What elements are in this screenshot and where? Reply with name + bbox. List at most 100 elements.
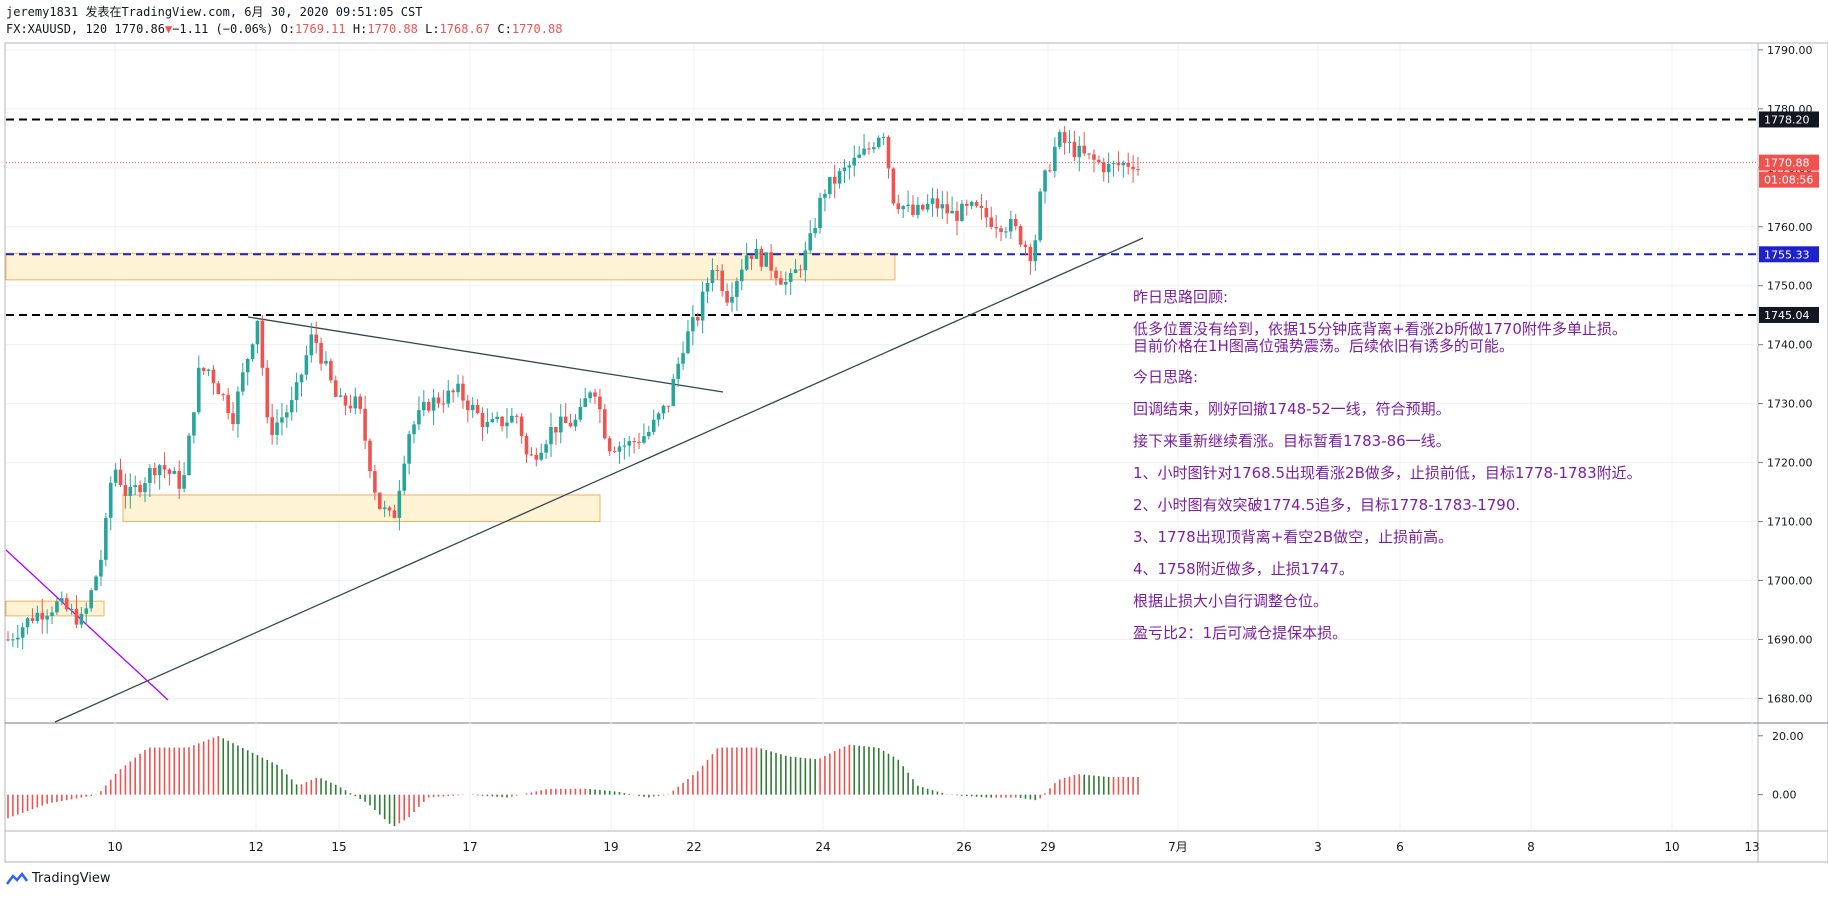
candle-body	[642, 436, 646, 443]
price-label: 1745.04	[1764, 309, 1810, 322]
tradingview-footer[interactable]: TradingView	[6, 871, 111, 886]
price-label-bg	[1759, 154, 1819, 171]
candle-body	[358, 396, 363, 409]
candle-body	[588, 392, 592, 399]
candle-body	[260, 320, 265, 368]
candle-body	[999, 228, 1003, 233]
annotation-review-title: 昨日思路回顾:	[1133, 288, 1229, 306]
osc-tick-label: 0.00	[1772, 789, 1797, 802]
candle-body	[808, 233, 813, 251]
annotation-point-8: 盈亏比2：1后可减仓提保本损。	[1133, 624, 1348, 642]
candle-body	[108, 482, 113, 518]
candle-body	[901, 206, 905, 210]
x-tick-label: 3	[1314, 840, 1322, 854]
candle-body	[128, 486, 133, 496]
x-tick-label: 29	[1040, 840, 1055, 854]
candle-body	[857, 154, 861, 158]
y-tick-label: 1790.00	[1767, 44, 1813, 57]
candle-body	[1121, 163, 1126, 166]
candle-body	[363, 408, 367, 441]
candle-body	[916, 204, 920, 215]
publisher-line: jeremy1831 发表在TradingView.com, 6月 30, 20…	[6, 5, 423, 19]
candle-body	[216, 383, 221, 395]
candle-body	[720, 270, 724, 292]
candle-body	[607, 438, 612, 452]
candle-body	[353, 396, 358, 409]
candle-body	[192, 412, 196, 436]
candle-body	[1009, 219, 1013, 232]
candle-body	[466, 400, 470, 411]
x-tick-label: 15	[331, 840, 346, 854]
candle-body	[891, 168, 896, 204]
candle-body	[255, 320, 260, 345]
candle-body	[30, 618, 35, 622]
candle-body	[338, 395, 343, 397]
candle-body	[152, 467, 157, 476]
candle-body	[529, 454, 534, 456]
candle-body	[289, 400, 294, 413]
price-label: 1778.20	[1764, 113, 1810, 126]
tradingview-brand: TradingView	[32, 871, 111, 886]
candle-body	[6, 639, 10, 641]
candle-body	[162, 465, 167, 470]
candle-body	[803, 250, 808, 271]
candle-body	[392, 510, 397, 518]
candle-body	[798, 269, 803, 271]
candle-body	[700, 291, 705, 321]
oscillator-group	[7, 735, 1139, 827]
candle-body	[676, 363, 680, 379]
candle-body	[412, 424, 416, 435]
chart-frame	[4, 42, 1828, 863]
candle-body	[1062, 132, 1067, 143]
candle-body	[872, 147, 876, 150]
candles-group	[6, 126, 1140, 650]
candle-body	[35, 612, 40, 622]
open-value: 1769.11	[295, 22, 346, 36]
candle-body	[881, 136, 886, 138]
price-label: 01:08:56	[1764, 174, 1813, 187]
candle-body	[832, 177, 837, 184]
candle-body	[828, 177, 832, 195]
candle-body	[64, 598, 69, 610]
symbol-label[interactable]: FX:XAUUSD, 120	[6, 22, 108, 36]
candle-body	[1116, 163, 1121, 166]
candle-body	[735, 281, 739, 297]
candle-body	[510, 415, 514, 423]
x-tick-label: 24	[815, 840, 830, 854]
candle-body	[837, 171, 842, 184]
candle-body	[436, 397, 441, 404]
candle-body	[710, 270, 715, 284]
candle-body	[250, 344, 255, 359]
candle-body	[974, 202, 979, 206]
candle-body	[602, 409, 607, 439]
candle-body	[886, 136, 891, 169]
candle-body	[55, 601, 59, 613]
candle-body	[1106, 163, 1111, 173]
candle-body	[475, 404, 480, 414]
annotation-point-7: 根据止损大小自行调整仓位。	[1133, 592, 1329, 610]
candle-body	[343, 395, 348, 406]
candle-body	[906, 204, 910, 207]
candle-body	[1057, 132, 1062, 147]
candle-body	[544, 444, 548, 453]
candle-body	[177, 470, 182, 489]
annotation-point-3: 1、小时图针对1768.5出现看涨2B做多，止损前低，目标1778-1783附近…	[1133, 464, 1642, 482]
candle-body	[485, 422, 490, 428]
annotation-point-1: 回调结束，刚好回撤1748-52一线，符合预期。	[1133, 400, 1451, 418]
candle-body	[651, 419, 656, 432]
candle-body	[143, 482, 147, 493]
candle-body	[622, 445, 627, 447]
y-tick-label: 1760.00	[1767, 221, 1813, 234]
candle-body	[495, 416, 499, 420]
candle-body	[241, 372, 245, 392]
candle-body	[935, 198, 940, 209]
candle-body	[118, 469, 123, 485]
candle-body	[270, 417, 274, 435]
y-tick-label: 1750.00	[1767, 280, 1813, 293]
candle-body	[852, 157, 857, 166]
candle-body	[989, 217, 994, 227]
x-tick-label: 6	[1396, 840, 1404, 854]
annotation-point-6: 4、1758附近做多，止损1747。	[1133, 560, 1354, 578]
candle-body	[480, 413, 485, 428]
